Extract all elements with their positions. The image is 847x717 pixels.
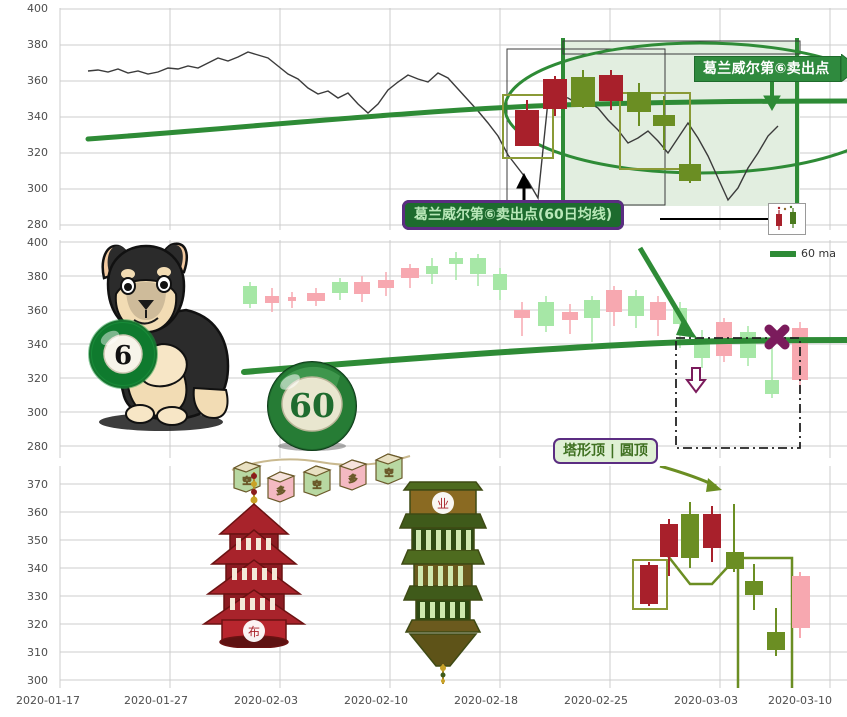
bottom-highlight-box <box>632 559 668 610</box>
xtick-5: 2020-02-25 <box>564 694 628 707</box>
ytick-bot-350: 350 <box>27 534 48 547</box>
bottom-panel: 370 360 350 340 330 320 310 300 <box>0 466 847 688</box>
ytick-mid-360: 360 <box>27 304 48 317</box>
ytick-top-360: 360 <box>27 74 48 87</box>
ytick-bot-360: 360 <box>27 506 48 519</box>
ytick-top-380: 380 <box>27 38 48 51</box>
xtick-4: 2020-02-18 <box>454 694 518 707</box>
ytick-mid-300: 300 <box>27 406 48 419</box>
ytick-bot-320: 320 <box>27 618 48 631</box>
svg-text:多: 多 <box>348 473 357 485</box>
ytick-mid-320: 320 <box>27 372 48 385</box>
xtick-3: 2020-02-10 <box>344 694 408 707</box>
middle-panel-plot <box>59 240 847 458</box>
ma-legend-label: 60 ma <box>801 247 836 260</box>
candlestick-icon-legend <box>768 203 806 235</box>
svg-text:空: 空 <box>384 467 393 479</box>
ma-60-line-middle <box>241 337 847 375</box>
xtick-6: 2020-03-03 <box>674 694 738 707</box>
candlestick-icon <box>776 205 796 230</box>
bottom-panel-plot <box>59 466 847 688</box>
callout-granville-sell-point-ma60[interactable]: 葛兰威尔第⑥卖出点(60日均线) <box>402 200 625 230</box>
callout-granville-sell-point-label: 葛兰威尔第⑥卖出点 <box>694 56 841 82</box>
ytick-top-320: 320 <box>27 146 48 159</box>
ytick-top-280: 280 <box>27 218 48 231</box>
bottom-candles <box>640 502 810 656</box>
xtick-0: 2020-01-17 <box>16 694 80 707</box>
ytick-mid-340: 340 <box>27 338 48 351</box>
ytick-bot-330: 330 <box>27 590 48 603</box>
ytick-top-400: 400 <box>27 2 48 15</box>
inverted-green-pagoda-illustration: 业 <box>398 481 488 684</box>
middle-panel: 400 380 360 340 320 300 280 <box>0 236 847 458</box>
svg-text:多: 多 <box>276 485 285 497</box>
dog-with-ball-6-illustration: 6 <box>88 242 230 431</box>
tower-top-shape <box>736 556 794 688</box>
svg-text:空: 空 <box>242 475 251 487</box>
hanging-box-lanterns-illustration: 空 多 空 多 空 <box>231 453 411 503</box>
rounded-top-shape <box>667 555 737 586</box>
ytick-mid-280: 280 <box>27 440 48 453</box>
top-panel-plot <box>59 8 847 230</box>
xtick-2: 2020-02-03 <box>234 694 298 707</box>
highlight-box-1 <box>502 94 554 159</box>
ytick-bot-340: 340 <box>27 562 48 575</box>
svg-text:60: 60 <box>289 386 335 425</box>
sell-x-marker <box>764 324 790 350</box>
svg-text:6: 6 <box>114 341 132 371</box>
callout-granville-sell-point[interactable]: 葛兰威尔第⑥卖出点 <box>694 54 847 82</box>
red-pagoda-illustration: 布 <box>201 472 307 648</box>
callout-tower-round-top[interactable]: 塔形顶 | 圆顶 <box>553 438 658 464</box>
pattern-pointer-arrow <box>659 466 722 492</box>
callout-tower-round-top-label: 塔形顶 | 圆顶 <box>553 438 658 464</box>
svg-text:业: 业 <box>437 497 449 511</box>
ma-legend: 60 ma <box>770 247 836 260</box>
ma-60-line-top <box>85 98 847 142</box>
top-selection-rect-2 <box>562 40 801 55</box>
svg-text:空: 空 <box>312 479 321 491</box>
top-candles <box>515 70 701 183</box>
ytick-bot-300: 300 <box>27 674 48 687</box>
ytick-top-340: 340 <box>27 110 48 123</box>
callout-arrow-head-icon <box>840 54 847 82</box>
ma-legend-swatch-icon <box>770 250 796 257</box>
ytick-top-300: 300 <box>27 182 48 195</box>
ytick-bot-370: 370 <box>27 478 48 491</box>
svg-text:布: 布 <box>248 625 260 639</box>
annotation-pointer-arrow <box>637 246 697 338</box>
ytick-mid-400: 400 <box>27 236 48 249</box>
callout-granville-sell-point-ma60-label: 葛兰威尔第⑥卖出点(60日均线) <box>402 200 625 230</box>
xtick-7: 2020-03-10 <box>768 694 832 707</box>
middle-dashdot-rect <box>675 337 801 449</box>
top-panel: 400 380 360 340 320 300 280 <box>0 2 847 231</box>
ytick-mid-380: 380 <box>27 270 48 283</box>
hollow-down-arrow-icon <box>685 367 707 394</box>
ytick-bot-310: 310 <box>27 646 48 659</box>
xtick-1: 2020-01-27 <box>124 694 188 707</box>
billiard-ball-60-illustration: 60 <box>267 361 357 451</box>
